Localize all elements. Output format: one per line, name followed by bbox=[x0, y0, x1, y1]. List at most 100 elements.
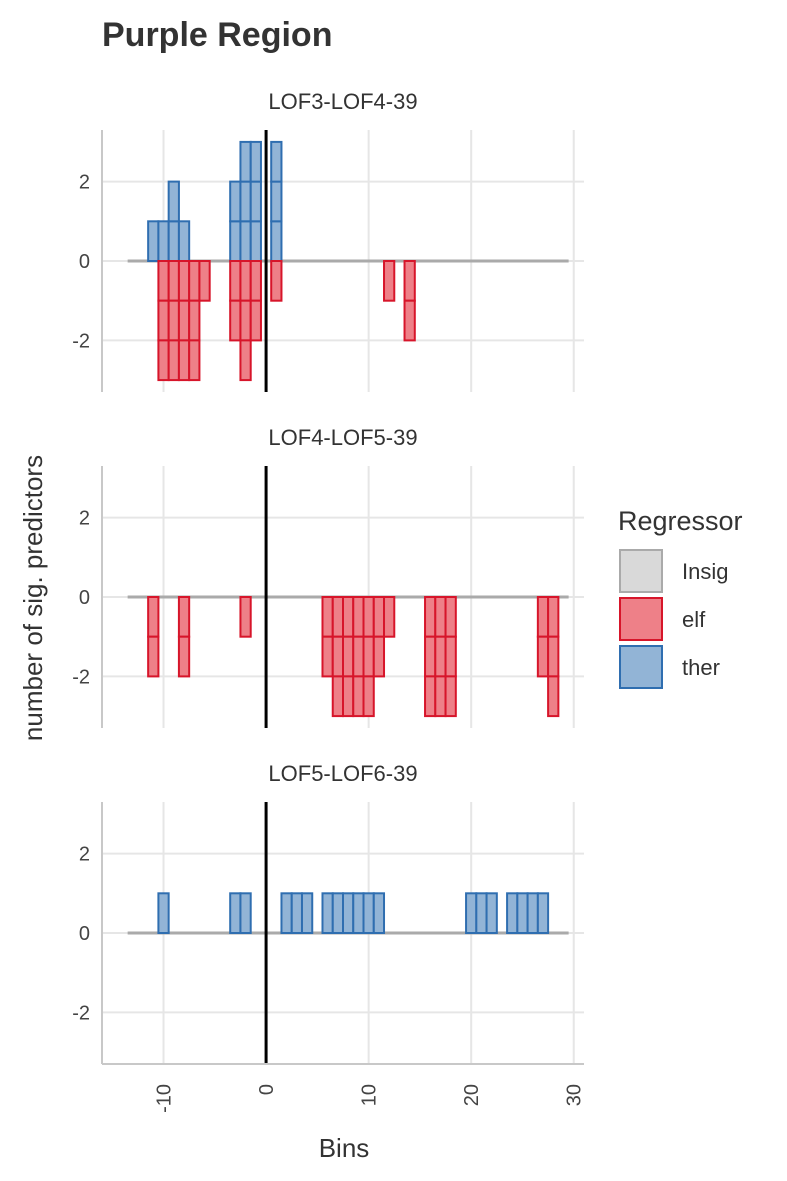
y-tick-label: -2 bbox=[72, 666, 90, 688]
bar-ther bbox=[290, 892, 303, 935]
bar-ther bbox=[300, 892, 314, 935]
bar-elf bbox=[444, 675, 457, 718]
legend-key-ther bbox=[619, 645, 663, 689]
x-tick-label: 0 bbox=[256, 1084, 278, 1095]
bar-elf bbox=[321, 596, 334, 638]
bar-ther bbox=[321, 892, 334, 935]
bar-ther bbox=[229, 892, 242, 935]
bar-ther bbox=[506, 892, 519, 935]
legend-key-elf bbox=[619, 597, 663, 641]
bar-elf bbox=[147, 635, 160, 678]
bar-elf bbox=[167, 260, 180, 302]
bar-elf bbox=[177, 596, 191, 638]
legend-key-insig bbox=[619, 549, 663, 593]
y-tick-label: 0 bbox=[79, 587, 90, 609]
bar-ther bbox=[465, 892, 478, 935]
bar-elf bbox=[177, 635, 191, 678]
bar-ther bbox=[167, 180, 180, 223]
bar-elf bbox=[547, 596, 560, 638]
bar-elf bbox=[249, 260, 262, 302]
bar-elf bbox=[239, 339, 252, 382]
bar-elf bbox=[547, 675, 560, 718]
bar-ther bbox=[177, 220, 191, 262]
y-tick-label: 2 bbox=[79, 172, 90, 194]
bar-elf bbox=[331, 596, 345, 638]
bar-elf bbox=[177, 260, 191, 302]
legend-title: Regressor bbox=[618, 506, 743, 536]
facet-panel: LOF4-LOF5-39 -2 0 2 bbox=[72, 425, 584, 728]
bar-elf bbox=[372, 635, 386, 678]
bar-elf bbox=[167, 299, 180, 342]
bar-ther bbox=[229, 220, 242, 262]
bar-elf bbox=[362, 635, 375, 678]
facet-strip-label: LOF5-LOF6-39 bbox=[268, 761, 417, 786]
bar-ther bbox=[485, 892, 498, 935]
bar-elf bbox=[403, 299, 416, 342]
bar-elf bbox=[434, 596, 447, 638]
bar-ther bbox=[331, 892, 345, 935]
bar-elf bbox=[157, 260, 170, 302]
bar-elf bbox=[444, 635, 457, 678]
bar-ther bbox=[516, 892, 529, 935]
bar-elf bbox=[383, 596, 396, 638]
y-tick-label: -2 bbox=[72, 1002, 90, 1024]
y-tick-label: 0 bbox=[79, 923, 90, 945]
bar-ther bbox=[147, 220, 160, 262]
bar-elf bbox=[434, 675, 447, 718]
x-tick-label: -10 bbox=[154, 1084, 176, 1113]
facet-strip-label: LOF3-LOF4-39 bbox=[268, 89, 417, 114]
bar-elf bbox=[372, 596, 386, 638]
bar-elf bbox=[249, 299, 262, 342]
bar-ther bbox=[270, 180, 283, 223]
bar-elf bbox=[188, 260, 201, 302]
bar-ther bbox=[239, 220, 252, 262]
legend-items: Insig elf ther bbox=[619, 549, 728, 689]
bar-ther bbox=[475, 892, 488, 935]
bar-elf bbox=[383, 260, 396, 302]
y-axis-title: number of sig. predictors bbox=[18, 455, 48, 741]
bar-elf bbox=[188, 339, 201, 382]
bar-elf bbox=[424, 635, 437, 678]
bar-elf bbox=[352, 675, 365, 718]
y-tick-label: -2 bbox=[72, 330, 90, 352]
bar-elf bbox=[331, 675, 345, 718]
bar-elf bbox=[147, 596, 160, 638]
bar-elf bbox=[229, 299, 242, 342]
bar-ther bbox=[239, 180, 252, 223]
facet-panels: LOF3-LOF4-39-202LOF4-LOF5-39-202LOF5-LOF… bbox=[72, 89, 586, 1113]
facet-panel: LOF3-LOF4-39 -2 0 2 bbox=[72, 89, 584, 392]
bar-elf bbox=[424, 675, 437, 718]
bar-elf bbox=[362, 596, 375, 638]
bar-ther bbox=[249, 180, 262, 223]
bar-elf bbox=[352, 596, 365, 638]
bar-ther bbox=[280, 892, 293, 935]
legend-label: Insig bbox=[682, 559, 728, 584]
bar-ther bbox=[157, 220, 170, 262]
bar-elf bbox=[177, 339, 191, 382]
bar-elf bbox=[342, 596, 355, 638]
bar-elf bbox=[536, 635, 550, 678]
bar-elf bbox=[536, 596, 550, 638]
bar-ther bbox=[249, 220, 262, 262]
bar-elf bbox=[342, 635, 355, 678]
bar-elf bbox=[434, 635, 447, 678]
bar-ther bbox=[239, 140, 252, 183]
bar-elf bbox=[229, 260, 242, 302]
bar-elf bbox=[198, 260, 211, 302]
bar-ther bbox=[526, 892, 539, 935]
bar-elf bbox=[331, 635, 345, 678]
bar-ther bbox=[270, 140, 283, 183]
x-tick-label: 10 bbox=[359, 1084, 381, 1106]
bar-elf bbox=[424, 596, 437, 638]
x-tick-label: 20 bbox=[461, 1084, 483, 1106]
y-tick-label: 0 bbox=[79, 251, 90, 273]
y-tick-label: 2 bbox=[79, 844, 90, 866]
bar-ther bbox=[157, 892, 170, 935]
x-axis-title: Bins bbox=[319, 1133, 370, 1163]
bar-elf bbox=[444, 596, 457, 638]
bar-elf bbox=[167, 339, 180, 382]
bar-elf bbox=[157, 339, 170, 382]
bar-ther bbox=[249, 140, 262, 183]
bar-elf bbox=[157, 299, 170, 342]
